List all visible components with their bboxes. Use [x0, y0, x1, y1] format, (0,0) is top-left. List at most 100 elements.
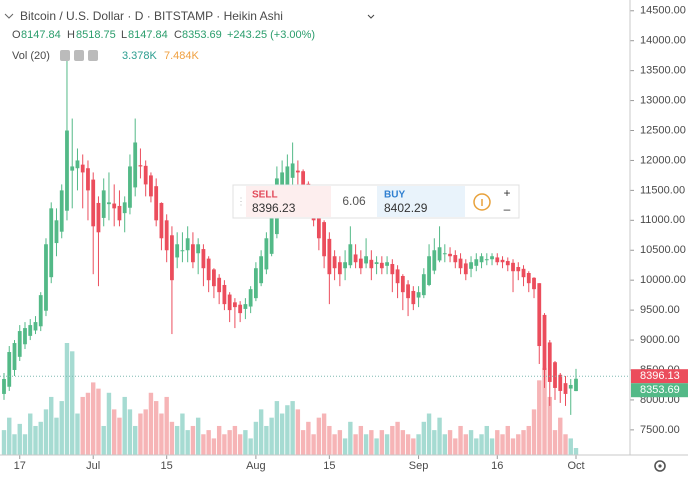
volume-bar — [306, 421, 311, 455]
x-tick-label: Sep — [409, 460, 429, 472]
sell-label[interactable]: SELL — [252, 190, 278, 201]
candle-body — [542, 314, 547, 370]
volume-bar — [38, 421, 43, 455]
minus-button[interactable]: – — [504, 202, 511, 216]
candle-body — [54, 220, 59, 244]
volume-bar — [568, 438, 573, 455]
candle-body — [159, 202, 164, 239]
plus-button[interactable]: + — [503, 186, 510, 200]
volume-bar — [479, 434, 484, 455]
volume-bar — [447, 430, 453, 455]
volume-bar — [332, 434, 337, 455]
settings-gear[interactable] — [654, 460, 666, 472]
y-tick-label: 10500.00 — [640, 244, 686, 256]
volume-bar — [327, 425, 332, 455]
collapse-icon[interactable] — [4, 13, 14, 19]
buy-button[interactable] — [377, 186, 465, 217]
candle-body — [532, 277, 536, 290]
candle-body — [474, 259, 479, 266]
candle-body — [511, 262, 515, 272]
candle-body — [33, 322, 38, 331]
volume-bar — [421, 421, 427, 455]
volume-bar — [28, 413, 33, 455]
candle-body — [469, 262, 473, 269]
info-icon[interactable] — [473, 193, 491, 211]
candle-body — [264, 238, 269, 270]
x-tick-label: Oct — [567, 460, 584, 472]
volume-bar — [96, 388, 101, 455]
volume-bar — [75, 413, 80, 455]
price-tag — [631, 369, 688, 384]
volume-bar — [437, 417, 442, 455]
candle-body — [327, 238, 332, 275]
volume-bar — [537, 380, 542, 455]
candle-body — [128, 166, 132, 208]
volume-bar — [453, 438, 458, 455]
volume-bar — [70, 351, 75, 455]
candle-body — [112, 203, 117, 209]
sell-price[interactable]: 8396.23 — [252, 201, 296, 215]
volume-bar — [43, 409, 49, 455]
volume-name: Vol (20) — [12, 50, 50, 62]
buy-label[interactable]: BUY — [384, 190, 405, 201]
candle-body — [505, 261, 510, 266]
candle-body — [290, 163, 295, 178]
sell-button[interactable] — [246, 186, 331, 217]
volume-bar — [411, 438, 416, 455]
candle-body — [574, 378, 578, 392]
volume-bar — [321, 413, 327, 455]
volume-bar — [211, 438, 217, 455]
candle-body — [521, 268, 526, 278]
volume-value: 3.378K — [122, 50, 158, 62]
candle-body — [563, 383, 568, 394]
volume-bar — [22, 434, 28, 455]
candle-body — [7, 352, 12, 387]
volume-bar — [311, 434, 316, 455]
close-icon[interactable] — [88, 50, 98, 61]
symbol-title[interactable]: Bitcoin / U.S. Dollar · D · BITSTAMP · H… — [20, 9, 283, 23]
volume-bar — [374, 438, 379, 455]
x-tick-label: 16 — [491, 460, 503, 472]
y-tick-label: 12000.00 — [640, 154, 686, 166]
candle-body — [553, 362, 557, 388]
candle-body — [448, 253, 452, 257]
candle-body — [175, 244, 180, 258]
candle-body — [75, 160, 80, 169]
volume-bar — [122, 396, 127, 455]
volume-bar — [358, 425, 364, 455]
candle-body — [453, 255, 458, 263]
candle-body — [432, 250, 437, 271]
volume-bar — [164, 396, 169, 455]
candle-body — [23, 328, 27, 345]
volume-bar — [531, 409, 537, 455]
candle-body — [2, 378, 6, 394]
candle-body — [70, 166, 75, 171]
candle-body — [353, 254, 358, 263]
volume-bar — [405, 434, 411, 455]
y-tick-label: 7500.00 — [640, 424, 680, 436]
volume-bar — [426, 413, 432, 455]
volume-bar — [101, 425, 106, 455]
volume-bar — [112, 409, 117, 455]
volume-bar — [363, 434, 369, 455]
candle-body — [332, 256, 337, 269]
volume-bar — [153, 401, 159, 455]
volume-bar — [432, 430, 437, 455]
candle-body — [143, 165, 148, 185]
grip[interactable]: ⋮ — [236, 197, 246, 208]
volume-bar — [547, 396, 552, 455]
candle-body — [337, 262, 342, 275]
volume-bar — [353, 434, 358, 455]
candle-body — [191, 244, 195, 263]
open-value: 8147.84 — [21, 29, 61, 41]
volume-bar — [516, 434, 521, 455]
dropdown-icon[interactable] — [367, 14, 375, 19]
h-label: H — [67, 29, 75, 41]
buy-price[interactable]: 8402.29 — [384, 201, 428, 215]
close-value: 8353.69 — [182, 29, 222, 41]
settings-icon[interactable] — [74, 50, 84, 61]
volume-bar — [474, 438, 479, 455]
eye-icon[interactable] — [60, 50, 70, 61]
volume-bar — [91, 382, 96, 455]
candle-body — [154, 186, 159, 221]
